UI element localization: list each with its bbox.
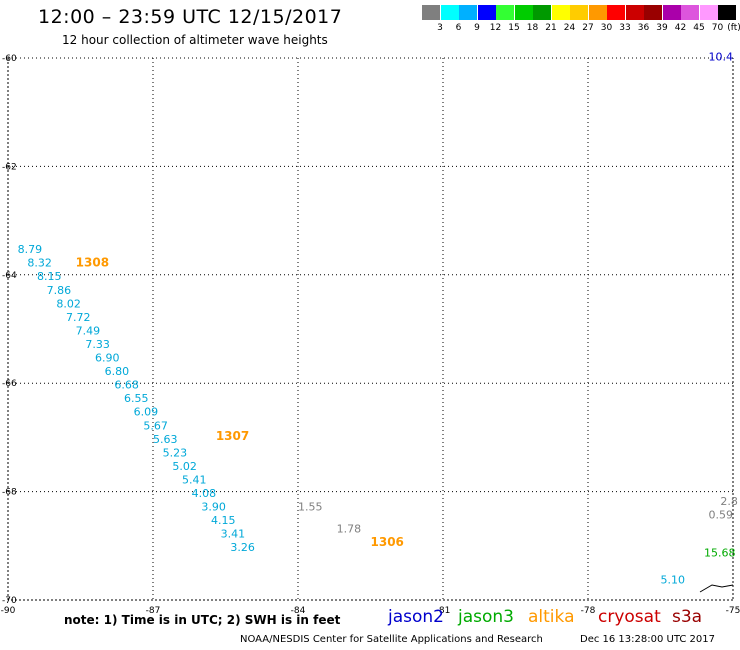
wave-height-label: 10.4 [709,51,734,64]
wave-height-label: 5.41 [182,473,207,486]
wave-height-label: 1.55 [298,501,323,514]
wave-height-label: 2.8 [720,495,738,508]
legend-tick-label: 42 [674,23,687,33]
y-tick-label: -68 [2,488,17,498]
legend-swatch [607,5,625,20]
legend-swatch [422,5,440,20]
wave-height-label: 6.55 [124,392,149,405]
wave-height-label: 8.79 [18,243,42,256]
timestamp-text: Dec 16 13:28:00 UTC 2017 [580,634,715,645]
legend-swatch [551,5,570,20]
legend-swatch [514,5,533,20]
wave-height-label: 6.68 [114,379,139,392]
pass-time-label: 1307 [216,429,249,443]
wave-height-label: 3.90 [201,501,226,514]
page-title: 12:00 – 23:59 UTC 12/15/2017 [38,6,343,28]
wave-height-label: 5.67 [143,419,168,432]
wave-height-label: 7.86 [47,284,72,297]
satellite-label-cryosat: cryosat [598,607,661,627]
legend-swatch [459,5,477,20]
x-tick-label: -87 [146,606,161,616]
wave-height-label: 15.68 [704,547,736,560]
pass-time-label: 1308 [76,256,109,270]
legend-tick-label: 36 [637,23,650,33]
legend-tick-label: 39 [656,23,668,33]
legend-swatch [588,5,607,20]
wave-height-label: 5.23 [163,446,188,459]
legend-tick-label: 3 [437,23,443,33]
legend-swatch [496,5,514,20]
legend-unit: (ft) [727,23,740,33]
plot-frame [7,57,734,601]
pass-time-label: 1306 [371,535,404,549]
wave-height-label: 8.15 [37,270,62,283]
legend-swatch [681,5,699,20]
legend-tick-label: 9 [474,23,480,33]
satellite-label-s3a: s3a [672,607,703,627]
y-tick-label: -62 [2,162,17,172]
wave-height-label: 3.41 [221,528,246,541]
wave-height-label: 5.02 [172,460,197,473]
legend-tick-label: 27 [582,23,594,33]
wave-height-label: 3.26 [230,541,255,554]
legend-swatch [718,5,736,20]
wave-height-label: 6.90 [95,352,120,365]
legend-tick-label: 45 [693,23,705,33]
wave-height-label: 0.59 [709,509,734,522]
wave-height-label: 6.09 [134,406,159,419]
coastline [699,584,734,593]
wave-height-label: 1.78 [337,522,362,535]
y-tick-label: -60 [2,54,17,64]
legend-tick-label: 12 [489,23,502,33]
x-tick-label: -78 [581,606,596,616]
legend-tick-label: 15 [508,23,520,33]
y-tick-label: -64 [2,271,17,281]
wave-height-label: 8.02 [56,297,80,310]
legend-swatch [440,5,459,20]
satellite-label-jason3: jason3 [458,607,514,627]
footnote: note: 1) Time is in UTC; 2) SWH is in fe… [64,613,341,627]
legend-swatch [625,5,644,20]
credit-text: NOAA/NESDIS Center for Satellite Applica… [240,634,543,645]
legend-tick-label: 33 [619,23,631,33]
wave-height-label: 5.63 [153,433,178,446]
x-tick-label: -75 [726,606,740,616]
x-tick-label: -90 [1,606,16,616]
legend-tick-label: 24 [563,23,576,33]
legend-tick-label: 21 [545,23,557,33]
wave-height-label: 8.32 [27,257,52,270]
legend-swatch [662,5,681,20]
wave-height-label: 7.33 [85,338,110,351]
legend-tick-label: 70 [711,23,724,33]
wave-height-label: 7.72 [66,311,91,324]
wave-height-label: 7.49 [76,324,101,337]
legend-swatch [699,5,718,20]
legend-swatch [644,5,662,20]
y-tick-label: -66 [2,379,17,389]
legend-tick-label: 18 [526,23,539,33]
x-tick-label: -84 [291,606,306,616]
wave-height-label: 4.15 [211,514,236,527]
legend-swatch [477,5,496,20]
legend-tick-label: 6 [455,23,462,33]
wave-height-label: 4.08 [192,487,217,500]
legend-swatch [533,5,551,20]
legend-swatch [570,5,588,20]
satellite-label-altika: altika [528,607,575,627]
legend-tick-label: 30 [600,23,613,33]
y-tick-label: -70 [2,596,17,606]
satellite-label-jason2: jason2 [388,607,444,627]
wave-height-label: 6.80 [105,365,129,378]
wave-height-label: 5.10 [661,574,686,587]
page-subtitle: 12 hour collection of altimeter wave hei… [62,33,328,47]
x-tick-label: -81 [436,606,451,616]
